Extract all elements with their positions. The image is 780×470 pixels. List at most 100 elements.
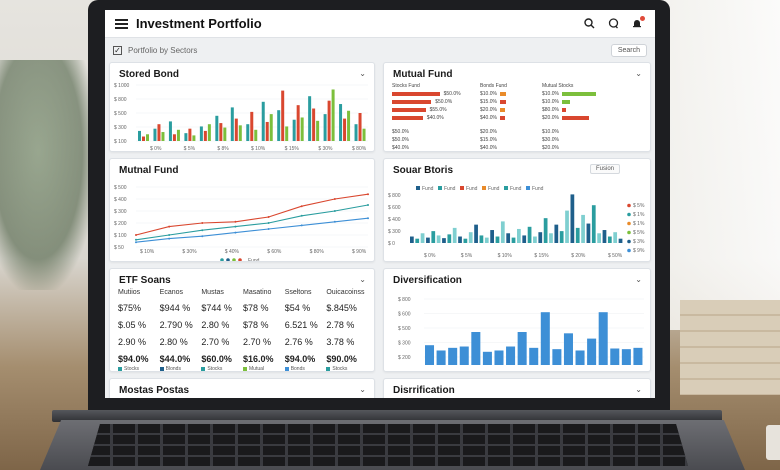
chevron-down-icon[interactable]: ⌄: [635, 275, 642, 284]
legend-dot: [627, 230, 631, 235]
chevron-down-icon[interactable]: ⌄: [359, 69, 366, 78]
y-tick-label: $ 400: [388, 217, 401, 223]
bar: [633, 347, 643, 365]
mf-cell-value: $10.0%: [542, 99, 559, 105]
bar: [312, 108, 316, 141]
bar: [618, 238, 623, 243]
bar: [506, 346, 516, 365]
bar: [358, 113, 362, 141]
bar: [506, 233, 511, 243]
search-button[interactable]: Search: [610, 43, 647, 57]
legend-dot: [627, 221, 631, 226]
legend-label: $ 5%: [633, 203, 645, 209]
line-point: [135, 238, 137, 241]
etf-cell: $.845%: [326, 303, 357, 313]
etf-cell: 2.790 %: [159, 320, 193, 330]
sector-stocks-chart: Fund Fund Fund Fund Fund Fund $ 800 $ 600 $ 400 $…: [388, 186, 645, 259]
y-tick-label: $ 500: [114, 111, 127, 117]
mf-cell-value: $40.0%: [480, 145, 497, 151]
etf-footnote: Stocks: [326, 366, 368, 371]
legend-dot: [627, 203, 631, 208]
mf-bar: [499, 108, 505, 112]
chevron-down-icon[interactable]: ⌄: [635, 69, 642, 78]
mf-cell: $10.0%: [542, 129, 559, 135]
etf-footnote-label: Stocks: [124, 366, 140, 372]
mf-cell: $10.0%: [542, 99, 570, 105]
legend-swatch: [526, 186, 530, 190]
chevron-down-icon[interactable]: ⌄: [359, 275, 366, 284]
mf-cell: $15.0%: [480, 99, 506, 105]
bar: [552, 349, 562, 365]
bar: [296, 105, 300, 141]
etf-total-cell: $60.0%: [201, 354, 232, 364]
bar: [500, 221, 505, 243]
bar: [559, 231, 564, 243]
mf-cell-value: $40.0%: [480, 115, 497, 121]
mf-cell-value: $30.0%: [542, 137, 559, 143]
y-tick-label: $ 600: [388, 205, 401, 211]
diversification-title: Diversification: [393, 275, 462, 286]
mf-cell-value: $50.0%: [435, 99, 453, 105]
y-tick-label: $ 600: [398, 312, 411, 318]
bar: [199, 126, 203, 141]
select-checkbox[interactable]: ✓: [113, 45, 122, 55]
x-tick-label: $ 30%: [318, 146, 333, 152]
bar: [597, 233, 601, 243]
chevron-down-icon[interactable]: ⌄: [359, 385, 366, 394]
bar: [426, 237, 430, 243]
mf-cell-value: $15.0%: [480, 99, 497, 105]
mf-cell-value: $50.0%: [392, 129, 409, 135]
notification-bell-icon[interactable]: [629, 15, 645, 32]
line-point: [300, 224, 303, 227]
etf-footnote-label: Bonds: [290, 366, 305, 372]
bar: [146, 134, 149, 141]
bar: [285, 126, 289, 141]
fusion-button[interactable]: Fusion: [589, 164, 620, 174]
laptop-screen: Investment Portfolio ✓ Portfolio by Sect…: [105, 10, 655, 398]
chat-icon[interactable]: [605, 16, 621, 32]
y-tick-label: $ 300: [114, 125, 127, 131]
etf-cell: $78 %: [243, 320, 269, 330]
legend-label: Fund: [422, 186, 434, 192]
etf-header-row: Mutiios Ecanos Mustas Masatino Sseltons Ouica…: [118, 289, 368, 296]
y-tick-label: $ 800: [398, 297, 411, 303]
y-tick-label: $ 100: [114, 233, 127, 239]
stored-bond-card: Stored Bond ⌄ $ 1000 $ 800 $ 500 $ 300 $ 100…: [109, 62, 375, 152]
bar: [254, 129, 258, 141]
x-tick-label: $ 40%: [225, 249, 240, 255]
etf-cell: $78 %: [243, 303, 269, 313]
mf-cell-value: $10.0%: [542, 129, 559, 135]
app-header: Investment Portfolio: [105, 10, 655, 38]
sub-toolbar: ✓ Portfolio by Sectors Search: [105, 38, 655, 62]
etf-total-cell: $94.0%: [118, 354, 149, 364]
mf-bar: [392, 100, 432, 104]
mf-cell-value: $20.0%: [480, 129, 497, 135]
x-tick-label: $ 5%: [184, 146, 196, 152]
mf-bar: [499, 116, 505, 120]
bar: [575, 227, 580, 243]
legend-label: Fund: [510, 186, 522, 192]
line-point: [168, 225, 171, 228]
bar: [494, 350, 504, 365]
y-tick-label: $ 800: [114, 97, 127, 103]
search-button-label: Search: [617, 46, 640, 54]
etf-cell: 2.80 %: [201, 320, 230, 330]
bar: [570, 194, 575, 243]
bar: [192, 135, 196, 141]
x-tick-label: $ 10%: [498, 253, 513, 259]
chevron-down-icon[interactable]: ⌄: [635, 385, 642, 394]
x-tick-label: $ 0%: [150, 146, 162, 152]
book-stack: [680, 300, 780, 395]
y-tick-label: $ 0: [388, 241, 395, 247]
bar: [207, 124, 211, 141]
legend-dot: [226, 258, 230, 261]
table-row: 2.90 % 2.80 % 2.70 % 2.70 % 2.76 % 3.78 %: [118, 337, 368, 347]
diversification-card: Diversification ⌄ $ 800 $ 600 $ 500 $ 300 $ …: [383, 268, 651, 372]
legend-dot: [232, 258, 236, 261]
bottom-right-title: Disrrification: [393, 385, 455, 396]
mf-bar: [499, 100, 506, 104]
bar: [234, 118, 238, 141]
search-icon[interactable]: [581, 16, 597, 32]
bar: [331, 89, 335, 141]
hamburger-menu-icon[interactable]: [115, 18, 128, 29]
